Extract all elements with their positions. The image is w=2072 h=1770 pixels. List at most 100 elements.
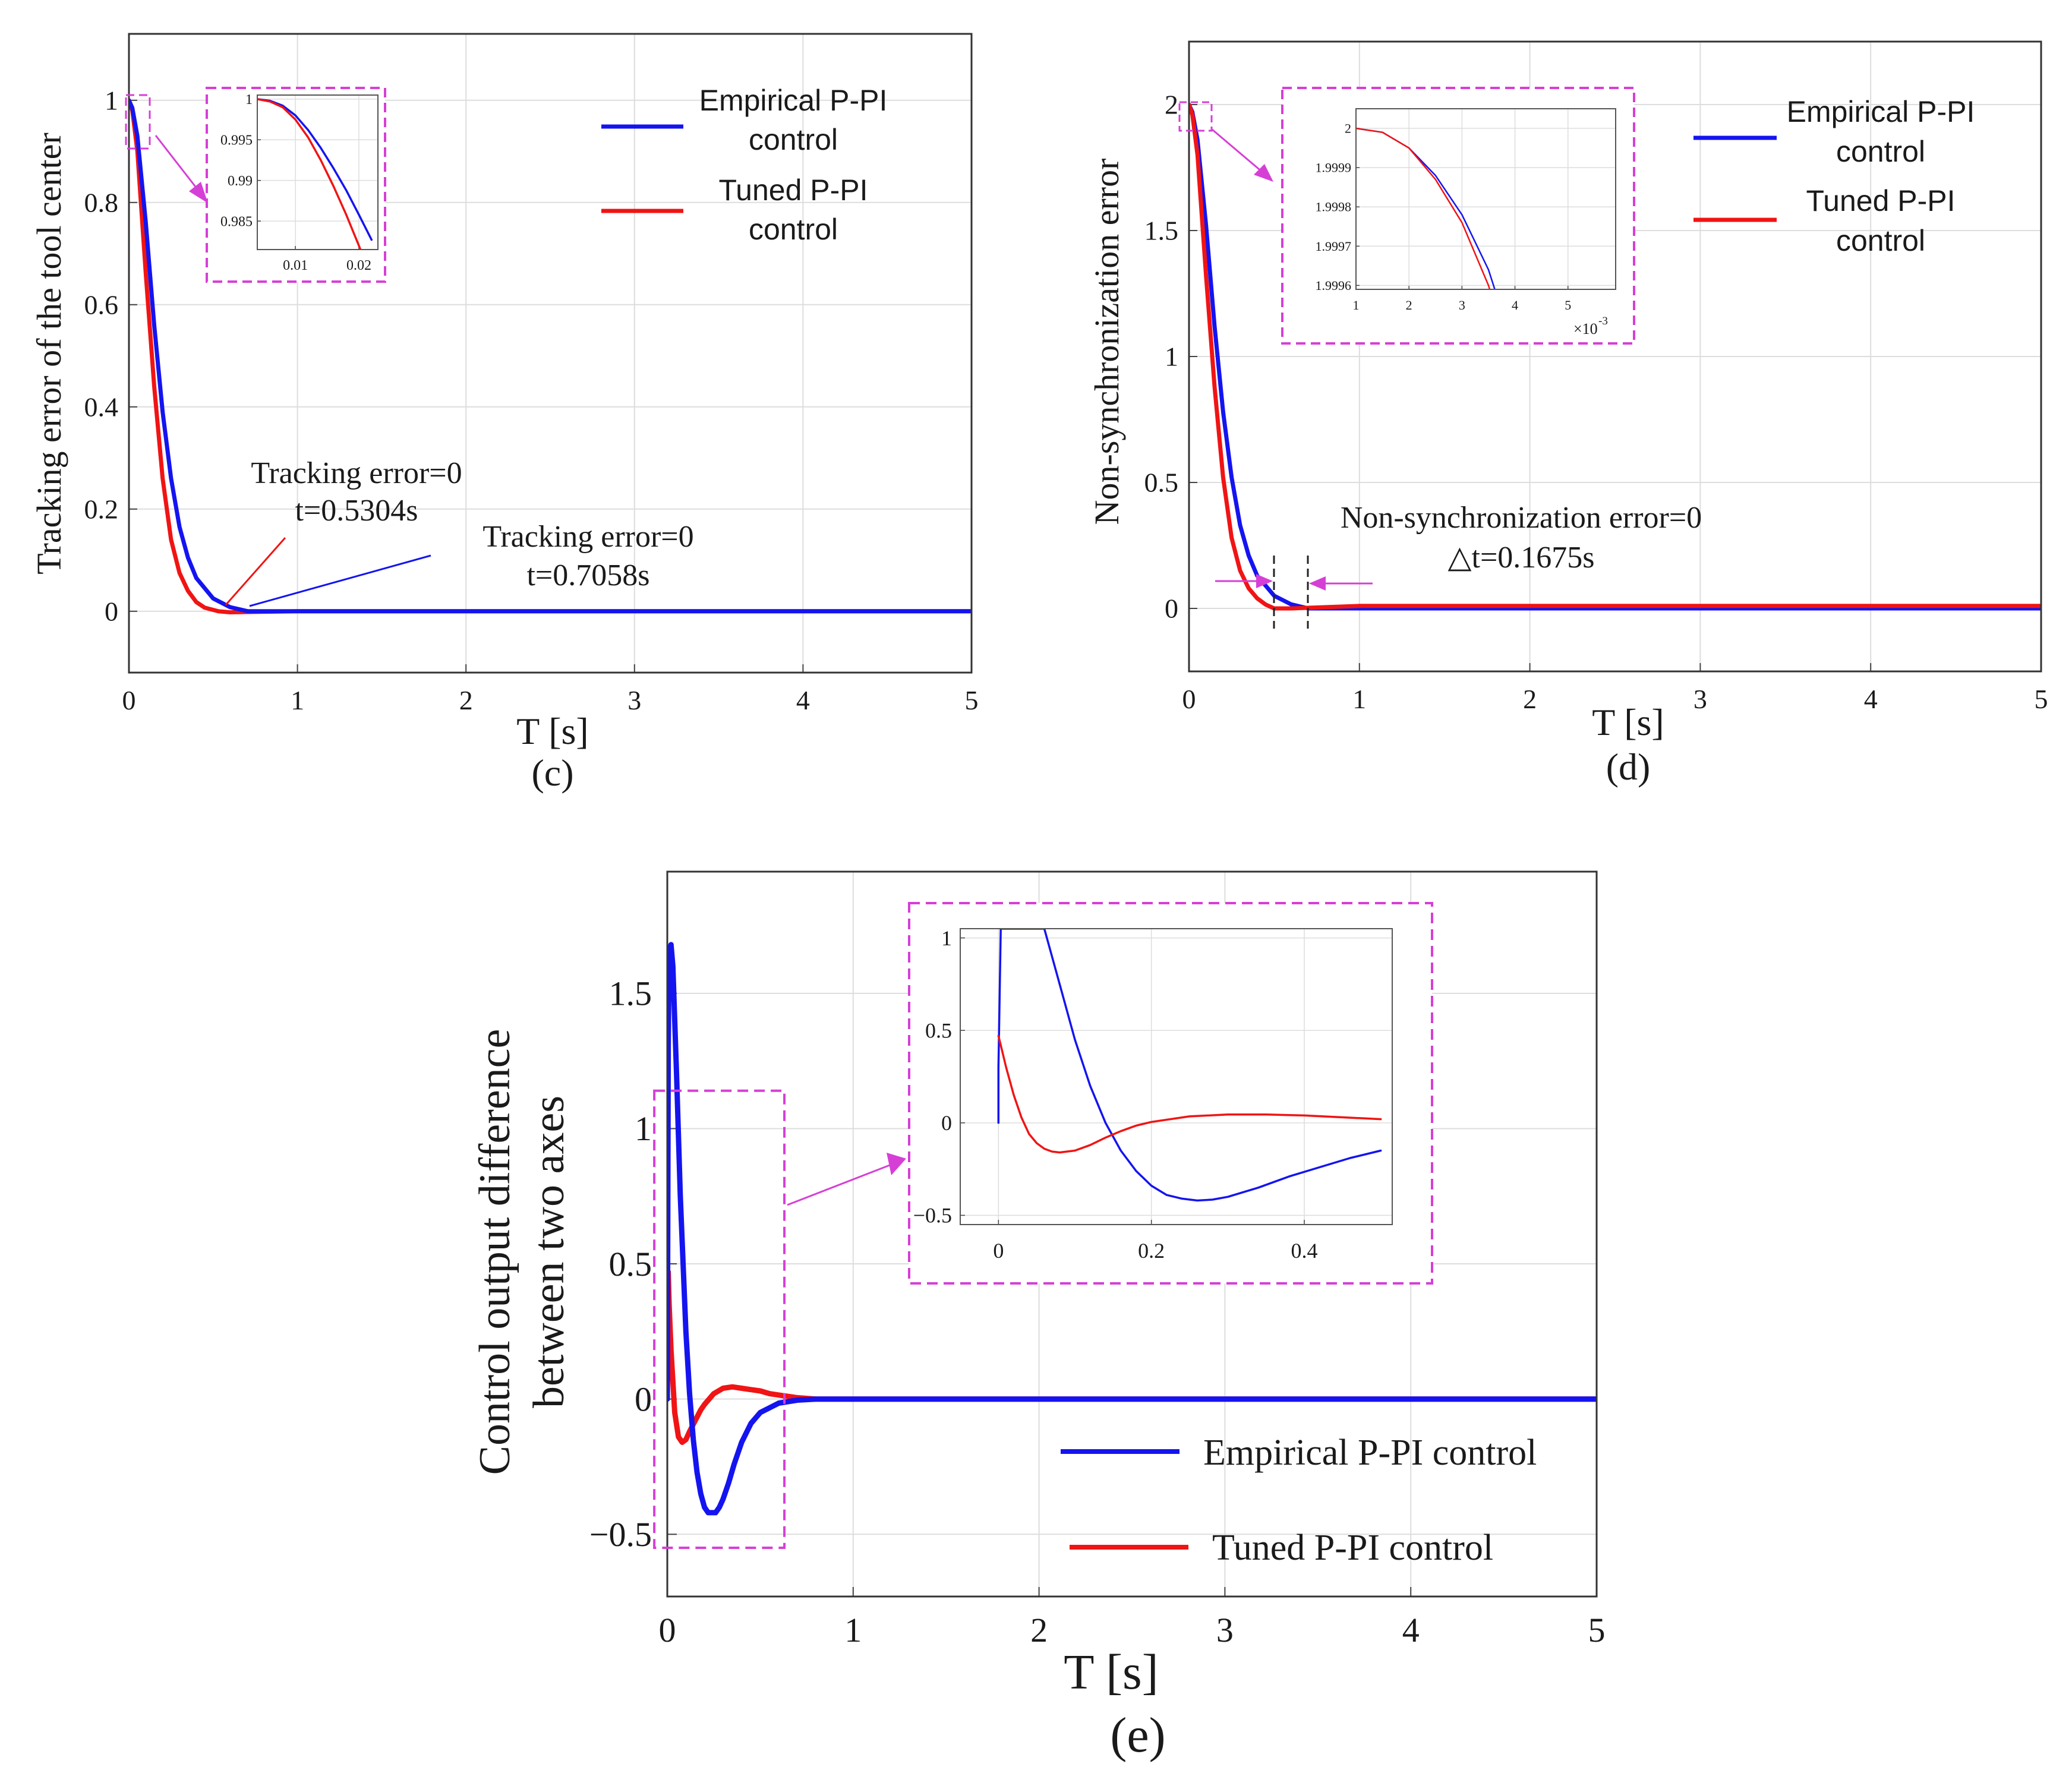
inset-c-xtick-label: 0.01 xyxy=(283,258,308,273)
chart-d-ytick-label: 0.5 xyxy=(1144,468,1179,498)
legend-d-tuned-label-2: control xyxy=(1836,224,1925,257)
inset-d-x-exponent: -3 xyxy=(1598,315,1608,327)
chart-d-xtick-label: 0 xyxy=(1182,684,1196,714)
annotation-d-line-2: △t=0.1675s xyxy=(1448,541,1595,575)
chart-d-xlabel: T [s] xyxy=(1592,701,1664,743)
zoom-region-e xyxy=(653,1089,786,1550)
chart-d-frame xyxy=(1188,40,2042,673)
chart-d-series xyxy=(1189,102,2041,611)
chart-d-ylabel: Non-synchronization error xyxy=(1087,159,1126,525)
chart-d-ytick-label: 0 xyxy=(1165,594,1178,624)
chart-c-empirical-line xyxy=(129,98,972,614)
chart-c-tuned-line xyxy=(129,98,972,614)
chart-d-xtick-label: 3 xyxy=(1693,684,1707,714)
annotation-c-tuned-line-1: Tracking error=0 xyxy=(251,456,462,490)
chart-d-tick-labels: 0 1 2 3 4 5 0 0.5 1 1.5 2 xyxy=(1144,90,2048,714)
inset-c-empirical-line xyxy=(257,98,373,241)
chart-d-tuned-line xyxy=(1189,102,2041,611)
chart-c-xlabel: T [s] xyxy=(516,710,588,752)
annotation-d-arrow-left xyxy=(1215,574,1273,588)
inset-e-tuned-line xyxy=(997,1034,1382,1154)
chart-e-ylabel-line-1: Control output difference xyxy=(471,1029,519,1475)
inset-e-series xyxy=(997,929,1382,1202)
legend-c-tuned-label-1: Tuned P-PI xyxy=(718,173,868,207)
inset-d-xtick-label: 5 xyxy=(1565,298,1571,313)
chart-e-ytick-label: 1.5 xyxy=(609,974,652,1013)
chart-c-ytick-label: 0 xyxy=(105,596,118,626)
inset-c-ytick-label: 1 xyxy=(245,92,253,108)
chart-c-xtick-label: 3 xyxy=(627,685,641,715)
inset-d-ytick-label: 2 xyxy=(1345,121,1351,136)
inset-e-empirical-line xyxy=(997,929,1382,1202)
chart-e-ytick-label: −0.5 xyxy=(589,1515,652,1554)
chart-c-xtick-label: 1 xyxy=(291,685,304,715)
annotation-d-arrow-right xyxy=(1309,576,1373,591)
panel-e: 0 1 2 3 4 5 −0.5 0 0.5 1 1.5 Control output differ… xyxy=(471,870,1606,1763)
annotation-d-line-1: Non-synchronization error=0 xyxy=(1341,501,1702,535)
chart-c-ytick-label: 0.2 xyxy=(84,494,119,524)
annotation-c-tuned-leader xyxy=(225,537,286,605)
chart-d-legend: Empirical P-PI control Tuned P-PI contro… xyxy=(1693,95,1975,257)
chart-e-xtick-label: 0 xyxy=(659,1611,676,1649)
chart-c-ytick-label: 0.8 xyxy=(84,187,119,217)
chart-e-tick-labels: 0 1 2 3 4 5 −0.5 0 0.5 1 1.5 xyxy=(589,974,1606,1649)
inset-c-xtick-label: 0.02 xyxy=(346,258,371,273)
chart-c-frame xyxy=(128,33,973,674)
legend-c-empirical-label-2: control xyxy=(749,123,838,156)
inset-d-ytick-label: 1.9996 xyxy=(1316,278,1352,293)
inset-c-series xyxy=(257,98,373,250)
inset-e-ytick-label: −0.5 xyxy=(913,1204,952,1228)
annotation-c-empirical-line-2: t=0.7058s xyxy=(526,559,649,592)
zoom-marker-d xyxy=(1178,101,1213,132)
inset-d-tick-labels: 1 2 3 4 5 1.9996 1.9997 1.9998 1.9999 2 xyxy=(1316,121,1572,313)
inset-d-xtick-label: 1 xyxy=(1353,298,1360,313)
zoom-arrow-c xyxy=(154,135,208,203)
chart-d-xtick-label: 1 xyxy=(1352,684,1366,714)
inset-d-ytick-label: 1.9997 xyxy=(1316,239,1352,254)
chart-c-xtick-label: 2 xyxy=(459,685,473,715)
chart-e-empirical-line xyxy=(667,942,1597,1516)
legend-d-empirical-label-1: Empirical P-PI xyxy=(1787,95,1975,128)
annotation-c-empirical-leader xyxy=(249,554,431,607)
legend-d-tuned-label-1: Tuned P-PI xyxy=(1806,184,1955,217)
zoom-arrow-d xyxy=(1212,128,1273,182)
inset-c-ytick-label: 0.995 xyxy=(220,132,253,148)
inset-d-ytick-label: 1.9998 xyxy=(1316,200,1352,214)
chart-e-xtick-label: 3 xyxy=(1216,1611,1234,1649)
chart-d-xtick-label: 4 xyxy=(1864,684,1878,714)
chart-e-legend: Empirical P-PI control Tuned P-PI contro… xyxy=(1061,1433,1537,1568)
chart-e-series xyxy=(667,942,1597,1516)
chart-c-ytick-label: 1 xyxy=(105,85,118,115)
inset-c-ytick-label: 0.99 xyxy=(228,173,253,189)
inset-e-xtick-label: 0 xyxy=(993,1239,1004,1263)
inset-e-box xyxy=(908,902,1433,1285)
chart-d-ytick-label: 1.5 xyxy=(1144,216,1179,246)
annotation-c-tuned-line-2: t=0.5304s xyxy=(295,494,418,528)
inset-d-xtick-label: 3 xyxy=(1459,298,1465,313)
chart-e-xtick-label: 5 xyxy=(1588,1611,1606,1649)
inset-e-tick-labels: 0 0.2 0.4 −0.5 0 0.5 1 xyxy=(913,926,1318,1263)
chart-e-caption: (e) xyxy=(1110,1708,1165,1763)
chart-e-frame xyxy=(666,870,1598,1598)
chart-e-tuned-line xyxy=(667,1269,1597,1445)
chart-e-xtick-label: 2 xyxy=(1030,1611,1048,1649)
chart-d-caption: (d) xyxy=(1606,746,1651,788)
inset-c-frame xyxy=(257,94,379,250)
inset-c-ytick-label: 0.985 xyxy=(220,214,253,229)
inset-e-xtick-label: 0.2 xyxy=(1138,1239,1165,1263)
chart-e-ytick-label: 0.5 xyxy=(609,1245,652,1283)
inset-e-ytick-label: 0.5 xyxy=(925,1018,952,1042)
inset-d-frame xyxy=(1355,108,1616,290)
legend-e-tuned-label: Tuned P-PI control xyxy=(1212,1528,1493,1568)
chart-e-ylabel-line-2: between two axes xyxy=(525,1096,573,1408)
inset-d-tuned-line xyxy=(1356,127,1491,289)
inset-d-series xyxy=(1356,127,1496,289)
inset-d-grid xyxy=(1355,109,1616,289)
chart-c-annotations: Tracking error=0 t=0.5304s Tracking erro… xyxy=(225,456,694,607)
panel-d: 0 1 2 3 4 5 0 0.5 1 1.5 2 Non-synchronization erro… xyxy=(1087,40,2048,788)
zoom-arrow-e xyxy=(787,1153,906,1206)
inset-c-tick-labels: 0.01 0.02 0.985 0.99 0.995 1 xyxy=(220,92,371,273)
chart-c-ytick-label: 0.6 xyxy=(84,289,119,320)
chart-c-caption: (c) xyxy=(531,752,573,794)
legend-e-empirical-label: Empirical P-PI control xyxy=(1203,1433,1537,1473)
